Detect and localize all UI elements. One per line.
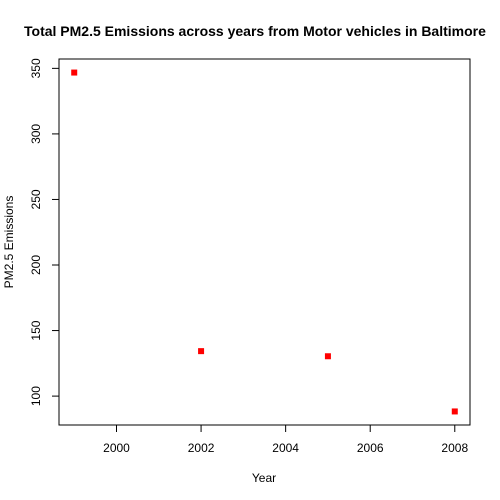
data-point [451,408,458,415]
y-axis-label: PM2.5 Emissions [2,196,16,289]
plot-frame [58,58,471,426]
chart-title: Total PM2.5 Emissions across years from … [24,23,486,39]
y-tick-label: 300 [29,124,43,144]
x-tick-label: 2008 [441,441,468,455]
data-point [324,353,331,360]
x-tick-label: 2004 [272,441,299,455]
y-tick-label: 100 [29,386,43,406]
x-axis: 2000 2002 2004 2006 2008 [103,424,468,455]
y-tick-label: 350 [29,58,43,78]
x-tick-label: 2000 [103,441,130,455]
x-tick-label: 2006 [357,441,384,455]
x-axis-label: Year [252,471,276,485]
y-tick-label: 150 [29,320,43,340]
data-point [71,69,78,76]
y-tick-label: 250 [29,189,43,209]
y-axis: 100 150 200 250 300 350 [29,58,60,406]
data-point [198,348,205,355]
x-tick-label: 2002 [188,441,215,455]
y-tick-label: 200 [29,255,43,275]
data-points [71,69,458,415]
